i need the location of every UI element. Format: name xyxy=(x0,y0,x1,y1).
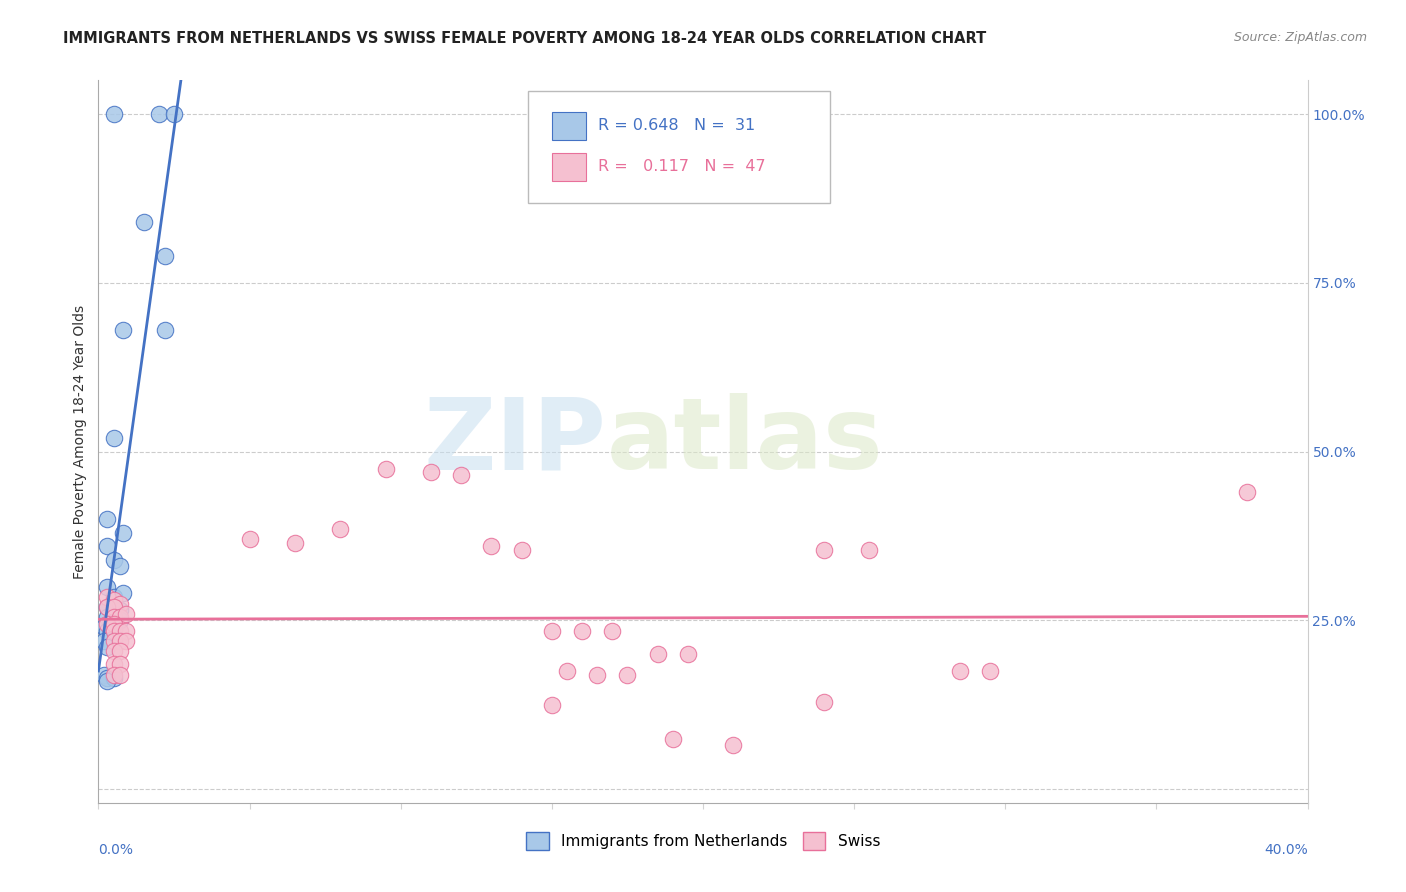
Point xyxy=(108,559,131,574)
Point xyxy=(153,323,176,337)
Point xyxy=(723,739,745,753)
Point xyxy=(108,597,131,611)
Point xyxy=(96,599,118,614)
Point xyxy=(103,644,125,658)
Point xyxy=(114,633,136,648)
Point xyxy=(163,107,186,121)
Point xyxy=(103,599,125,614)
Point xyxy=(540,698,562,712)
Point xyxy=(96,610,118,624)
Point xyxy=(813,542,835,557)
Text: ZIP: ZIP xyxy=(423,393,606,490)
Point xyxy=(979,664,1001,678)
Point xyxy=(114,624,136,638)
Point xyxy=(103,614,125,628)
Point xyxy=(96,539,118,553)
Point xyxy=(103,107,125,121)
Point xyxy=(661,731,683,746)
Point xyxy=(813,694,835,708)
FancyBboxPatch shape xyxy=(527,91,830,203)
Text: R = 0.648   N =  31: R = 0.648 N = 31 xyxy=(598,119,755,133)
Point xyxy=(103,610,125,624)
Point xyxy=(858,542,880,557)
FancyBboxPatch shape xyxy=(551,153,586,181)
Point xyxy=(329,522,352,536)
Point xyxy=(555,664,578,678)
Point xyxy=(108,667,131,681)
Point xyxy=(96,599,118,614)
Point xyxy=(949,664,972,678)
Point xyxy=(96,616,118,631)
Point xyxy=(153,249,176,263)
Point xyxy=(239,533,262,547)
Point xyxy=(1236,485,1258,500)
Point xyxy=(103,552,125,566)
Point xyxy=(111,525,134,540)
Point xyxy=(108,603,131,617)
Point xyxy=(103,657,125,672)
Point xyxy=(114,607,136,621)
Point xyxy=(108,624,131,638)
Point xyxy=(96,512,118,526)
Point xyxy=(103,633,125,648)
Point xyxy=(602,624,624,638)
Point xyxy=(676,647,699,661)
Point xyxy=(510,542,533,557)
Text: IMMIGRANTS FROM NETHERLANDS VS SWISS FEMALE POVERTY AMONG 18-24 YEAR OLDS CORREL: IMMIGRANTS FROM NETHERLANDS VS SWISS FEM… xyxy=(63,31,987,46)
Legend: Immigrants from Netherlands, Swiss: Immigrants from Netherlands, Swiss xyxy=(520,826,886,856)
Point xyxy=(108,644,131,658)
Point xyxy=(96,671,118,685)
Point xyxy=(93,620,115,634)
Text: Source: ZipAtlas.com: Source: ZipAtlas.com xyxy=(1233,31,1367,45)
Point xyxy=(132,215,155,229)
Point xyxy=(108,657,131,672)
Point xyxy=(93,667,115,681)
Point xyxy=(586,667,609,681)
Point xyxy=(481,539,503,553)
Text: 0.0%: 0.0% xyxy=(98,843,134,856)
Point xyxy=(96,580,118,594)
Point xyxy=(103,671,125,685)
FancyBboxPatch shape xyxy=(551,112,586,139)
Point xyxy=(93,633,115,648)
Point xyxy=(111,323,134,337)
Point xyxy=(103,667,125,681)
Point xyxy=(103,616,125,631)
Point xyxy=(571,624,593,638)
Point xyxy=(103,590,125,604)
Point xyxy=(103,624,125,638)
Point xyxy=(420,465,443,479)
Point xyxy=(108,614,131,628)
Y-axis label: Female Poverty Among 18-24 Year Olds: Female Poverty Among 18-24 Year Olds xyxy=(73,304,87,579)
Text: R =   0.117   N =  47: R = 0.117 N = 47 xyxy=(598,160,765,175)
Point xyxy=(103,624,125,638)
Point xyxy=(374,461,396,475)
Text: 40.0%: 40.0% xyxy=(1264,843,1308,856)
Text: atlas: atlas xyxy=(606,393,883,490)
Point xyxy=(96,590,118,604)
Point xyxy=(647,647,669,661)
Point xyxy=(616,667,638,681)
Point xyxy=(96,624,118,638)
Point xyxy=(540,624,562,638)
Point xyxy=(111,586,134,600)
Point xyxy=(103,593,125,607)
Point xyxy=(148,107,170,121)
Point xyxy=(96,640,118,655)
Point xyxy=(108,633,131,648)
Point xyxy=(103,603,125,617)
Point xyxy=(108,610,131,624)
Point xyxy=(450,468,472,483)
Point xyxy=(96,674,118,689)
Point xyxy=(284,536,307,550)
Point xyxy=(103,431,125,445)
